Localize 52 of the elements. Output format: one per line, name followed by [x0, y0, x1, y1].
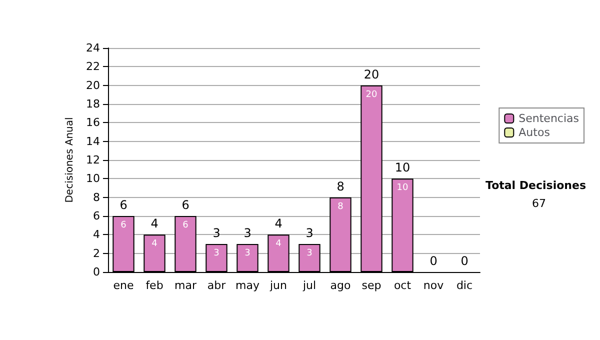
x-tick-label: may: [236, 279, 260, 292]
x-tick-label: sep: [362, 279, 382, 292]
total-label: 4: [150, 216, 158, 231]
total-label: 3: [306, 226, 314, 240]
text: Total Decisiones: [486, 179, 586, 192]
total-label: 6: [120, 198, 128, 212]
x-tick-label: abr: [207, 279, 226, 292]
data-label: 6: [120, 220, 127, 230]
y-axis-title: Decisiones Anual: [64, 117, 76, 203]
data-label: 6: [182, 220, 189, 230]
total-label: 0: [430, 254, 438, 268]
data-label: 4: [152, 239, 158, 250]
x-tick-label: ene: [113, 279, 134, 292]
data-label: 3: [306, 248, 312, 258]
data-label: 10: [396, 183, 408, 194]
y-tick-label: 6: [93, 210, 100, 222]
total-label: 10: [394, 160, 410, 175]
data-label: 3: [214, 248, 220, 258]
total-label: 3: [244, 226, 252, 240]
y-tick-label: 0: [93, 266, 100, 278]
y-tick-label: 12: [86, 154, 100, 166]
y-tick-label: 18: [86, 98, 100, 110]
x-tick-label: feb: [146, 279, 164, 292]
data-label: 20: [366, 90, 378, 100]
x-tick-label: jun: [269, 279, 288, 292]
y-tick-label: 4: [93, 228, 100, 242]
y-tick-label: 22: [86, 60, 100, 74]
y-tick-label: 16: [86, 116, 100, 130]
total-label: 6: [182, 198, 190, 212]
y-tick-label: 20: [86, 78, 100, 92]
total-label: 4: [274, 216, 282, 231]
total-label: 3: [212, 226, 220, 240]
y-tick-label: 14: [86, 134, 100, 148]
x-tick-label: ago: [330, 279, 351, 292]
x-tick-label: dic: [456, 279, 473, 292]
total-label: 0: [460, 254, 468, 268]
text: 67: [532, 197, 546, 210]
x-tick-label: nov: [423, 279, 444, 292]
legend-label: Autos: [518, 126, 550, 139]
total-label: 20: [364, 67, 380, 82]
y-tick-label: 24: [86, 42, 100, 54]
x-tick-label: mar: [174, 279, 197, 292]
y-tick-label: 10: [86, 172, 100, 186]
y-tick-label: 8: [93, 190, 100, 204]
legend-label: Sentencias: [518, 112, 580, 125]
x-tick-label: oct: [394, 279, 412, 292]
data-label: 4: [276, 239, 282, 250]
x-tick-label: jul: [302, 279, 316, 292]
data-label: 3: [244, 248, 250, 258]
total-label: 8: [336, 179, 344, 194]
y-tick-label: 2: [93, 246, 100, 260]
data-label: 8: [338, 202, 344, 212]
